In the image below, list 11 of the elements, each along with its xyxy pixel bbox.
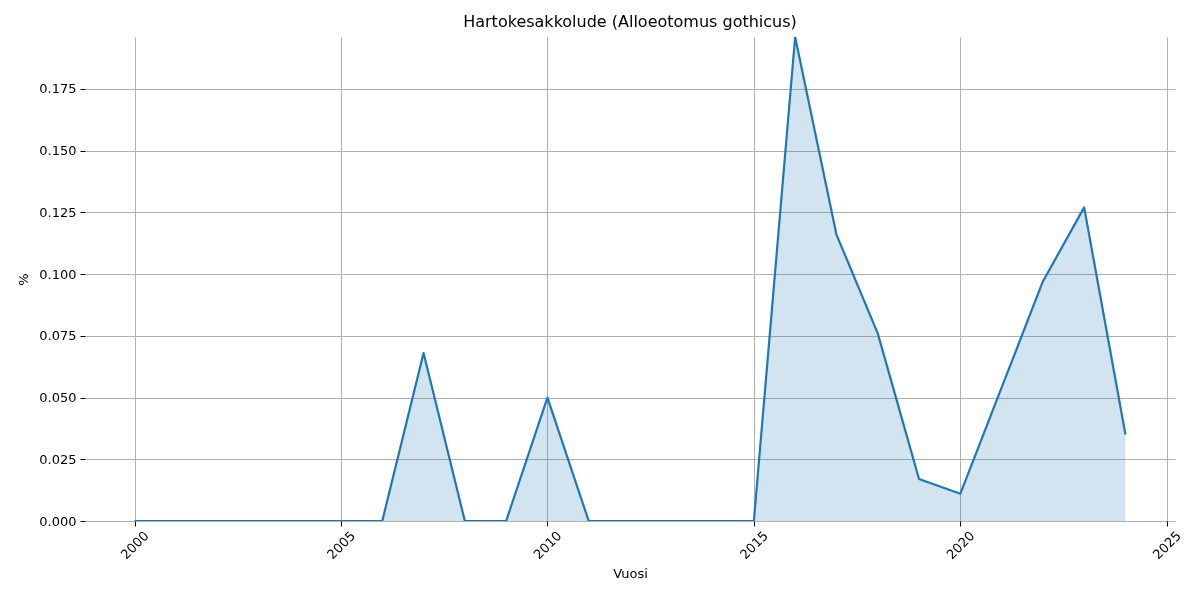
- chart-title: Hartokesakkolude (Alloeotomus gothicus): [463, 12, 797, 31]
- y-tick-label: 0.000: [39, 513, 77, 529]
- y-tick-label: 0.050: [39, 390, 77, 406]
- y-tick-label: 0.175: [39, 81, 77, 97]
- x-axis-title: Vuosi: [613, 566, 648, 582]
- y-tick-label: 0.025: [39, 451, 77, 467]
- y-tick-label: 0.075: [39, 328, 77, 344]
- y-tick-label: 0.150: [39, 143, 77, 159]
- y-tick-label: 0.100: [39, 266, 77, 282]
- y-tick-label: 0.125: [39, 204, 77, 220]
- y-axis-title: %: [16, 273, 32, 286]
